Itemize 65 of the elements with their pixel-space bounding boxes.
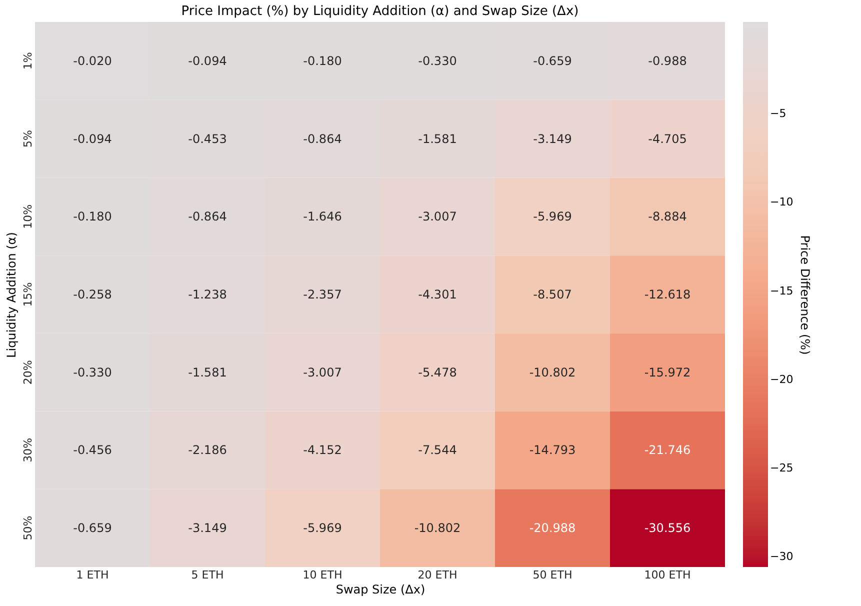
x-tick-label: 50 ETH bbox=[532, 568, 572, 582]
data-label: -4.152 bbox=[303, 443, 342, 458]
data-label: -21.746 bbox=[644, 443, 691, 458]
data-label: -0.330 bbox=[418, 54, 457, 68]
data-label: -2.186 bbox=[188, 443, 227, 458]
color-bar-label: −20 bbox=[770, 372, 794, 386]
data-label: -10.802 bbox=[529, 365, 576, 380]
x-tick-label: 5 ETH bbox=[191, 568, 224, 582]
color-bar-label: −30 bbox=[770, 550, 794, 564]
data-label: -4.301 bbox=[418, 288, 457, 302]
color-bar-label: −15 bbox=[770, 284, 794, 298]
data-label: -10.802 bbox=[414, 521, 461, 536]
data-label: -1.238 bbox=[188, 288, 227, 302]
data-label: -14.793 bbox=[529, 443, 576, 458]
data-label: -0.020 bbox=[73, 54, 112, 68]
data-label: -0.988 bbox=[648, 54, 687, 68]
data-label: -5.969 bbox=[533, 210, 572, 224]
x-axis-title: Swap Size (Δx) bbox=[336, 582, 426, 596]
data-label: -0.453 bbox=[188, 132, 227, 146]
data-label: -1.581 bbox=[418, 132, 457, 146]
data-label: -3.007 bbox=[303, 365, 342, 380]
y-tick-label: 10% bbox=[22, 204, 34, 229]
data-label: -1.581 bbox=[188, 365, 227, 380]
data-label: -2.357 bbox=[303, 288, 342, 302]
data-label: -0.258 bbox=[73, 288, 112, 302]
data-label: -0.864 bbox=[303, 132, 342, 146]
data-label: -0.330 bbox=[73, 365, 112, 380]
x-tick-label: 10 ETH bbox=[302, 568, 342, 582]
data-label: -0.094 bbox=[73, 132, 112, 146]
y-axis-title: Liquidity Addition (α) bbox=[4, 232, 18, 358]
data-label: -30.556 bbox=[644, 521, 691, 536]
x-tick-label: 100 ETH bbox=[644, 568, 691, 582]
color-bar-title: Price Difference (%) bbox=[798, 235, 812, 355]
data-label: -0.094 bbox=[188, 54, 227, 68]
data-label: -5.478 bbox=[418, 365, 457, 380]
data-label: -3.149 bbox=[188, 521, 227, 536]
data-label: -4.705 bbox=[648, 132, 687, 146]
color-bar-label: −10 bbox=[770, 196, 794, 209]
color-bar-label: −5 bbox=[770, 107, 786, 120]
y-tick-label: 1% bbox=[22, 52, 34, 70]
data-label: -15.972 bbox=[644, 365, 691, 380]
data-label: -0.864 bbox=[188, 210, 227, 224]
data-label: -0.659 bbox=[73, 521, 112, 536]
y-tick-label: 15% bbox=[22, 282, 34, 307]
data-label: -7.544 bbox=[418, 443, 457, 458]
data-label: -1.646 bbox=[303, 210, 342, 224]
y-tick-label: 20% bbox=[22, 360, 34, 385]
data-label: -0.180 bbox=[303, 54, 342, 68]
data-label: -5.969 bbox=[303, 521, 342, 536]
data-label: -0.659 bbox=[533, 54, 572, 68]
data-label: -20.988 bbox=[529, 521, 576, 536]
data-label: -0.456 bbox=[73, 443, 112, 458]
data-label: -8.884 bbox=[648, 210, 687, 224]
data-label: -8.507 bbox=[533, 288, 572, 302]
color-bar-label: −25 bbox=[770, 462, 794, 475]
x-tick-label: 1 ETH bbox=[76, 568, 109, 582]
y-tick-label: 30% bbox=[22, 438, 34, 462]
x-tick-label: 20 ETH bbox=[418, 568, 458, 582]
y-tick-label: 5% bbox=[22, 130, 34, 148]
chart-title: Price Impact (%) by Liquidity Addition (α) and Swap Size (Δx) bbox=[181, 4, 579, 19]
data-label: -12.618 bbox=[644, 288, 691, 302]
data-label: -3.149 bbox=[533, 132, 572, 146]
y-tick-label: 50% bbox=[22, 516, 34, 540]
data-label: -0.180 bbox=[73, 210, 112, 224]
data-label: -3.007 bbox=[418, 210, 457, 224]
